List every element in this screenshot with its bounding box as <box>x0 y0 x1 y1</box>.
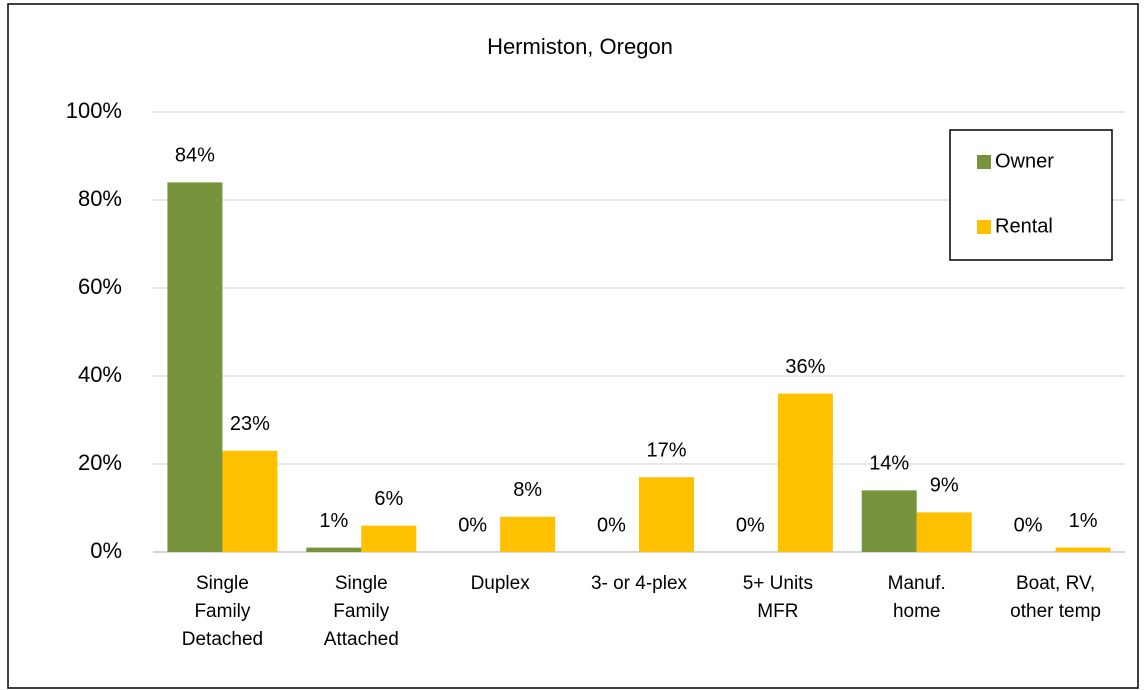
bar <box>916 512 972 552</box>
bar <box>361 525 417 552</box>
bar <box>167 182 223 552</box>
data-label: 1% <box>1069 510 1098 532</box>
y-tick-label: 60% <box>78 274 122 299</box>
bar <box>1055 547 1111 552</box>
data-label: 0% <box>458 514 487 536</box>
x-tick-label: Single Family Attached <box>324 573 399 650</box>
x-tick-label: Boat, RV, other temp <box>1010 573 1101 622</box>
data-label: 9% <box>930 475 959 497</box>
data-label: 6% <box>374 488 403 510</box>
legend-box <box>949 129 1113 261</box>
data-label: 0% <box>597 514 626 536</box>
chart-title: Hermiston, Oregon <box>487 34 673 59</box>
bar <box>861 490 917 552</box>
data-label: 14% <box>869 453 909 475</box>
x-tick-label: Manuf. home <box>888 573 946 622</box>
data-label: 0% <box>736 514 765 536</box>
x-tick-label: 5+ Units MFR <box>743 573 813 622</box>
x-tick-label: Duplex <box>471 573 531 594</box>
bar <box>222 450 278 552</box>
y-tick-label: 100% <box>66 98 122 123</box>
data-label: 1% <box>319 510 348 532</box>
y-tick-label: 0% <box>90 538 122 563</box>
legend-swatch <box>977 220 991 234</box>
bar <box>306 547 362 552</box>
bar <box>639 477 694 552</box>
y-tick-label: 80% <box>78 186 122 211</box>
x-tick-label: Single Family Detached <box>182 573 263 650</box>
data-label: 17% <box>646 439 686 461</box>
data-label: 84% <box>175 145 215 167</box>
x-tick-label: 3- or 4-plex <box>591 573 688 594</box>
data-label: 0% <box>1014 514 1043 536</box>
legend-label: Owner <box>995 150 1054 172</box>
legend-label: Rental <box>995 215 1053 237</box>
data-label: 8% <box>513 479 542 501</box>
data-label: 36% <box>785 356 825 378</box>
bar <box>777 393 833 552</box>
legend-swatch <box>977 155 991 169</box>
bar <box>500 516 556 552</box>
data-label: 23% <box>230 413 270 435</box>
y-tick-label: 20% <box>78 450 122 475</box>
y-tick-label: 40% <box>78 362 122 387</box>
